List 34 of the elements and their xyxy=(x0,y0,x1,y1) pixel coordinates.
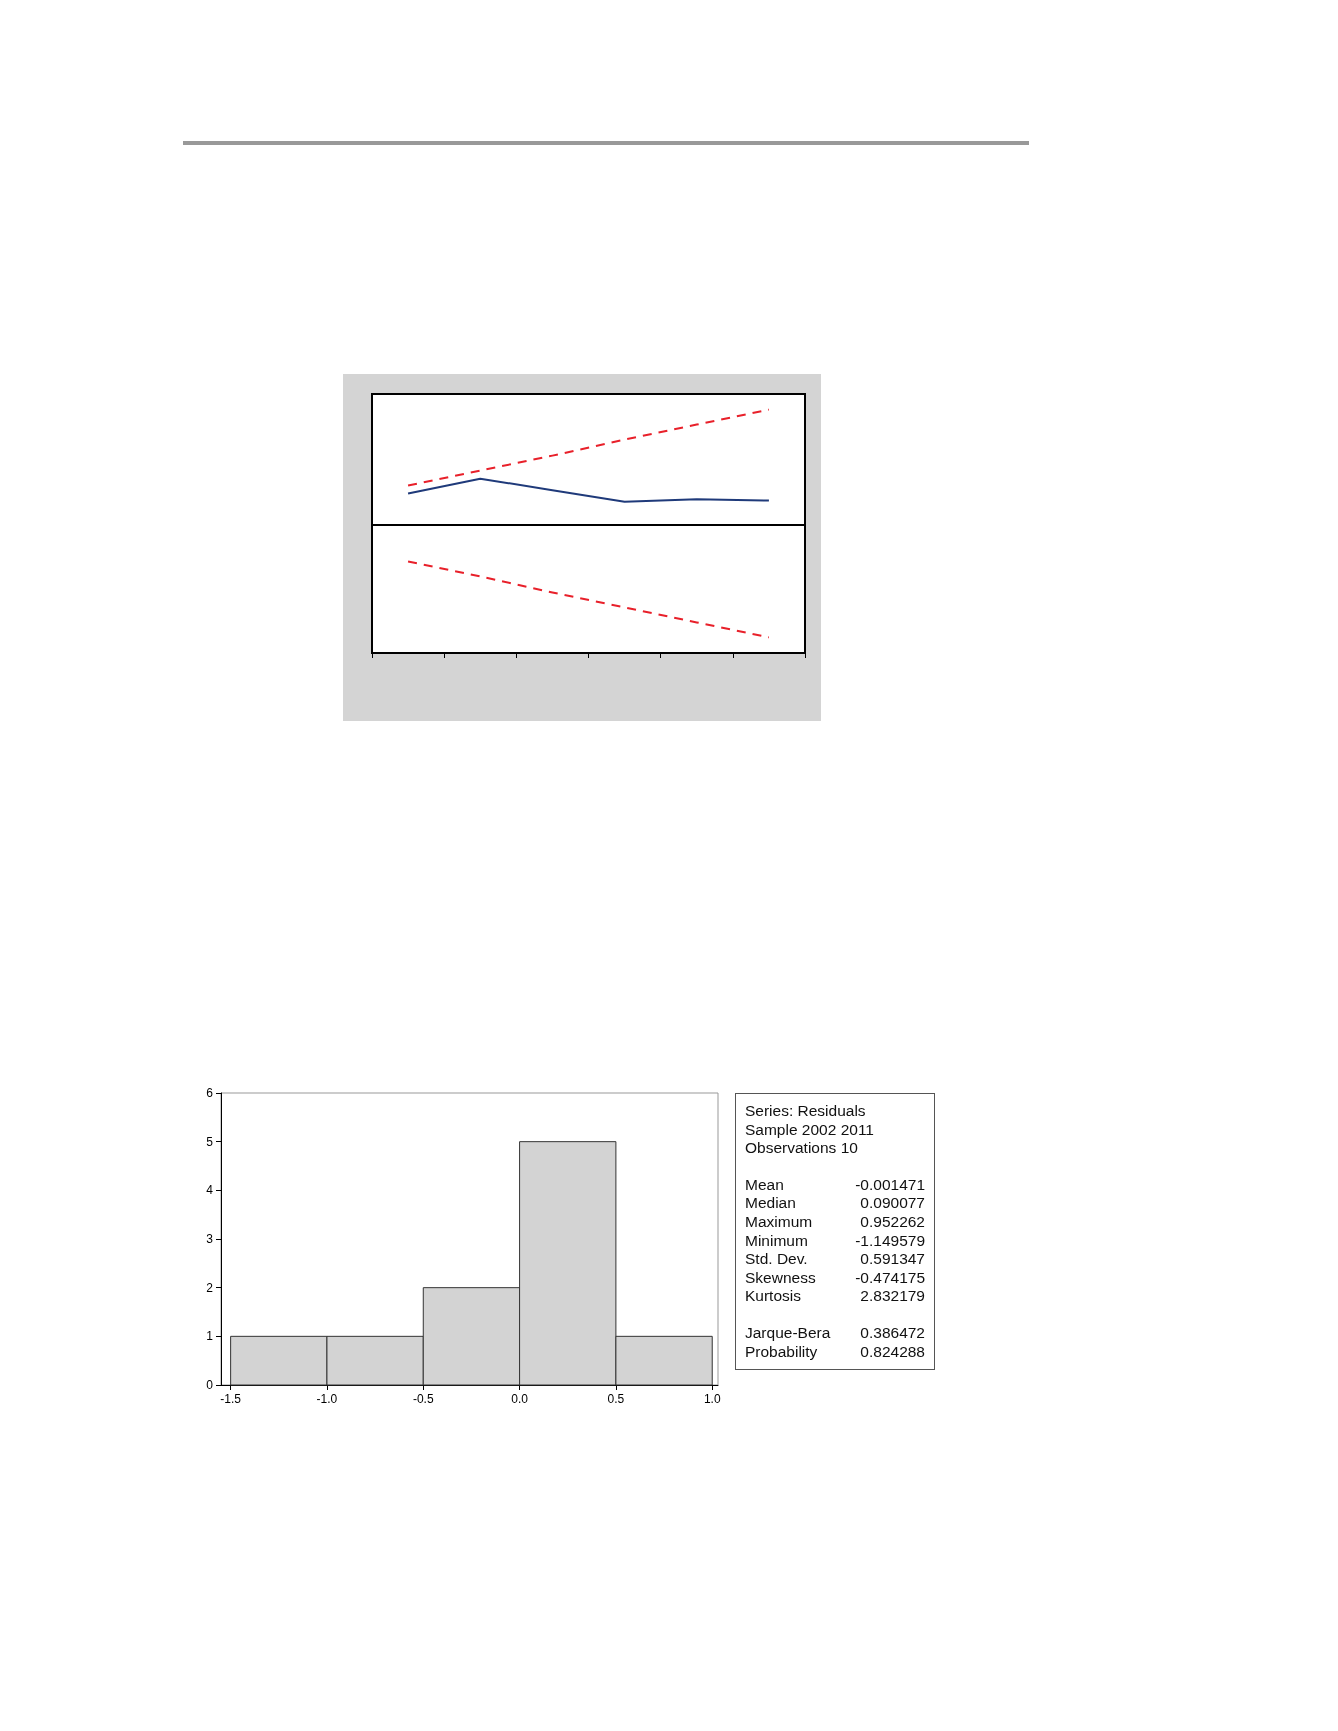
text: -1.149579 xyxy=(855,1231,925,1251)
text: Kurtosis xyxy=(745,1287,801,1306)
x-tick-label: 1.0 xyxy=(703,1392,721,1406)
y-tick-label: 0 xyxy=(206,1378,214,1392)
text: Std. Dev. xyxy=(745,1250,808,1269)
text: Mean xyxy=(745,1175,784,1195)
text: -0.474175 xyxy=(855,1268,925,1288)
text: Maximum xyxy=(745,1212,813,1232)
x-tick-label: -1.5 xyxy=(220,1392,242,1406)
text: 0.090077 xyxy=(860,1194,925,1213)
text: Skewness xyxy=(745,1268,816,1288)
text: 0.591347 xyxy=(860,1250,925,1269)
y-tick-label: 2 xyxy=(206,1280,214,1295)
text: 2.832179 xyxy=(860,1287,925,1306)
text: Probability xyxy=(745,1342,818,1362)
text: Minimum xyxy=(745,1231,808,1251)
y-tick-label: 1 xyxy=(206,1329,214,1344)
text: Series: Residuals xyxy=(745,1102,867,1121)
y-tick-label: 6 xyxy=(206,1086,214,1100)
x-tick-label: -0.5 xyxy=(412,1392,434,1406)
x-tick-label: 0.5 xyxy=(607,1392,625,1406)
x-tick-label: -1.0 xyxy=(316,1392,338,1406)
text: Jarque-Bera xyxy=(745,1323,831,1343)
text: 0.824288 xyxy=(860,1342,925,1362)
y-tick-label: 4 xyxy=(206,1183,214,1198)
y-tick-label: 3 xyxy=(206,1232,214,1246)
x-tick-label: 0.0 xyxy=(511,1392,529,1406)
text: Observations 10 xyxy=(745,1139,859,1158)
text: Sample 2002 2011 xyxy=(745,1120,875,1140)
text: 0.386472 xyxy=(860,1323,925,1343)
text: -0.001471 xyxy=(855,1175,925,1195)
y-tick-label: 5 xyxy=(206,1134,214,1149)
text: Median xyxy=(745,1194,796,1213)
text: 0.952262 xyxy=(860,1212,925,1232)
